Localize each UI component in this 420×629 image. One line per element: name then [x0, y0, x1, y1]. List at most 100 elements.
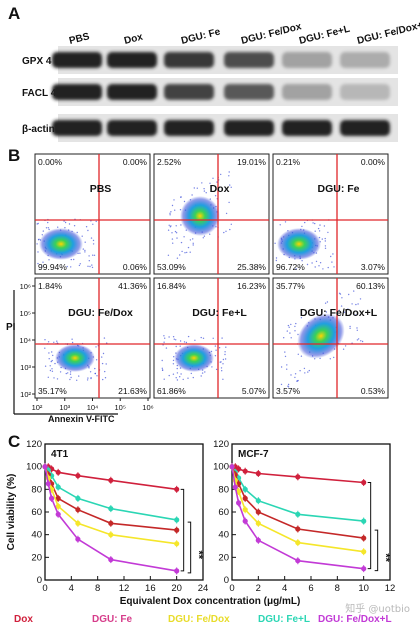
quadrant-q2-value: 41.36% [118, 281, 147, 291]
flow-plot: DGU: Fe/Dox+L 35.77% 60.13% 3.57% 0.53% [272, 277, 389, 399]
series-point [174, 486, 180, 492]
series-point [242, 518, 248, 524]
chart-y-tick: 40 [31, 530, 42, 541]
chart-title: 4T1 [51, 449, 69, 460]
chart-y-tick: 80 [31, 484, 42, 495]
series-point [108, 557, 114, 563]
quadrant-q2-value: 16.23% [237, 281, 266, 291]
series-point [242, 468, 248, 474]
series-point [242, 495, 248, 501]
series-point [75, 507, 81, 513]
flow-plot-title: DGU: Fe [318, 183, 360, 195]
panel-label-c: C [8, 432, 21, 451]
chart-x-tick: 20 [171, 583, 182, 594]
quadrant-q1-value: 0.00% [38, 157, 63, 167]
quadrant-q1-value: 2.52% [157, 157, 182, 167]
flow-y-tick: 10³ [20, 363, 31, 372]
chart-x-tick: 12 [385, 583, 396, 594]
legend-item: Dox [14, 614, 33, 625]
flow-x-tick: 10⁶ [142, 403, 153, 412]
series-point [295, 558, 301, 564]
blot-band [340, 52, 390, 68]
blot-band [164, 84, 214, 100]
blot-row-label: β-actin [22, 124, 55, 135]
quadrant-q3-value: 99.94% [38, 262, 67, 272]
quadrant-q1-value: 16.84% [157, 281, 186, 291]
flow-x-tick: 10² [32, 403, 43, 412]
chart-y-axis-label: Cell viability (%) [6, 474, 17, 551]
quadrant-q3-value: 35.17% [38, 386, 67, 396]
series-point [108, 532, 114, 538]
quadrant-q4-value: 5.07% [242, 386, 267, 396]
quadrant-q2-value: 60.13% [356, 281, 385, 291]
series-point [242, 507, 248, 513]
chart-x-tick: 0 [42, 583, 47, 594]
chart-x-tick: 16 [145, 583, 156, 594]
chart-x-tick: 8 [335, 583, 340, 594]
chart-y-tick: 60 [31, 507, 42, 518]
flow-y-tick: 10⁶ [20, 282, 31, 291]
chart-x-tick: 0 [229, 583, 234, 594]
series-point [236, 500, 242, 506]
chart-x-axis-label: Equivalent Dox concentration (μg/mL) [120, 596, 301, 607]
series-point [174, 541, 180, 547]
series-point [42, 464, 48, 470]
chart-y-tick: 20 [31, 552, 42, 563]
flow-plot-title: DGU: Fe/Dox [68, 307, 133, 319]
series-point [361, 566, 367, 572]
chart-x-tick: 10 [358, 583, 369, 594]
quadrant-q2-value: 0.00% [361, 157, 386, 167]
blot-row-label: GPX 4 [22, 56, 52, 67]
chart-y-tick: 80 [218, 484, 229, 495]
watermark: 知乎 @uotbio [345, 604, 410, 615]
quadrant-q3-value: 3.57% [276, 386, 301, 396]
flow-y-axis-label: PI [6, 322, 16, 333]
quadrant-q4-value: 21.63% [118, 386, 147, 396]
series-point [55, 511, 61, 517]
chart-title: MCF-7 [238, 449, 269, 460]
viability-chart: 0 4 8 12 16 20 24 0 20 40 60 80 100 120 4T1 ** [26, 439, 208, 594]
series-point [75, 520, 81, 526]
quadrant-q4-value: 25.38% [237, 262, 266, 272]
chart-x-tick: 4 [282, 583, 287, 594]
series-point [108, 520, 114, 526]
chart-x-tick: 6 [308, 583, 313, 594]
blot-band [224, 120, 274, 136]
blot-band [224, 84, 274, 100]
blot-band [107, 120, 157, 136]
flow-x-tick: 10⁴ [87, 403, 99, 412]
series-point [242, 486, 248, 492]
chart-y-tick: 100 [213, 462, 229, 473]
quadrant-q1-value: 35.77% [276, 281, 305, 291]
quadrant-q4-value: 0.06% [123, 262, 148, 272]
quadrant-q2-value: 19.01% [237, 157, 266, 167]
series-point [108, 477, 114, 483]
series-point [255, 537, 261, 543]
series-point [361, 479, 367, 486]
series-point [108, 506, 114, 512]
chart-y-tick: 120 [213, 439, 229, 450]
blot-band [52, 52, 102, 68]
series-point [49, 495, 55, 501]
flow-x-axis-label: Annexin V-FITC [48, 414, 115, 424]
flow-plot-title: DGU: Fe+L [192, 307, 247, 319]
series-point [174, 568, 180, 574]
chart-x-tick: 24 [198, 583, 209, 594]
quadrant-q3-value: 96.72% [276, 262, 305, 272]
series-point [229, 464, 235, 470]
blot-lane-label: Dox [123, 32, 144, 47]
series-point [236, 466, 242, 472]
series-point [55, 469, 61, 475]
blot-lane-label: DGU: Fe/Dox [240, 21, 303, 47]
flow-plot: Dox 2.52% 19.01% 53.09% 25.38% [153, 153, 270, 275]
series-point [174, 527, 180, 533]
chart-x-tick: 12 [119, 583, 130, 594]
series-point [75, 536, 81, 542]
blot-band [340, 84, 390, 100]
chart-y-tick: 120 [26, 439, 42, 450]
blot-lane-label: DGU: Fe/Dox+L [356, 18, 420, 46]
chart-x-tick: 4 [69, 583, 74, 594]
series-point [255, 470, 261, 477]
series-point [55, 495, 61, 501]
